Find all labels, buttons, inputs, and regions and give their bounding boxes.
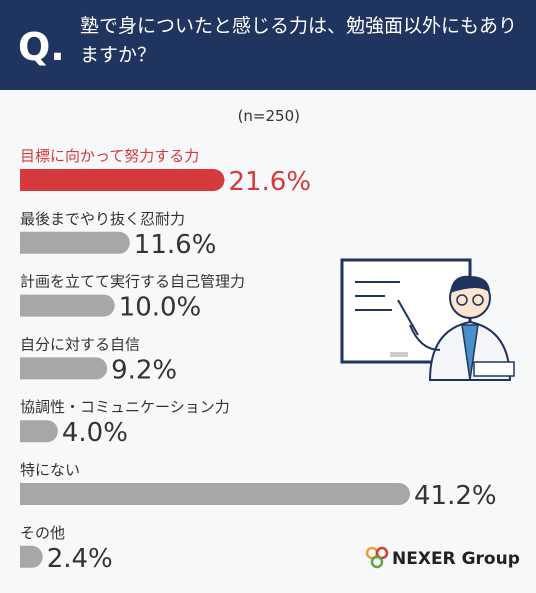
bar xyxy=(20,231,130,254)
value-label: 11.6% xyxy=(134,230,217,260)
value-label: 4.0% xyxy=(62,418,128,448)
question-mark: Q. xyxy=(18,25,65,69)
illustration xyxy=(340,258,515,381)
bar xyxy=(20,545,43,568)
bar xyxy=(20,294,115,317)
category-label: その他 xyxy=(20,524,65,542)
value-label: 41.2% xyxy=(414,481,497,511)
bar xyxy=(20,483,410,505)
value-label: 21.6% xyxy=(228,167,311,197)
bar xyxy=(20,420,58,443)
value-label: 10.0% xyxy=(119,293,202,323)
category-label: 協調性・コミュニケーション力 xyxy=(20,398,230,416)
header xyxy=(0,0,536,90)
category-label: 最後までやり抜く忍耐力 xyxy=(20,210,185,228)
bar xyxy=(20,357,108,380)
category-label: 目標に向かって努力する力 xyxy=(20,147,199,165)
bar xyxy=(20,169,225,191)
chart-title: 塾で身についたと感じる力は、勉強面以外にもありますか？ xyxy=(80,15,518,66)
category-label: 計画を立てて実行する自己管理力 xyxy=(20,273,245,291)
category-label: 自分に対する自信 xyxy=(20,335,140,353)
category-label: 特にない xyxy=(20,461,80,479)
logo: NEXER Group xyxy=(392,549,520,569)
logo-icon xyxy=(365,546,389,569)
value-label: 2.4% xyxy=(47,544,113,574)
sample-size: (n=250) xyxy=(238,107,300,125)
value-label: 9.2% xyxy=(111,355,177,385)
title-box: 塾で身についたと感じる力は、勉強面以外にもありますか？ xyxy=(80,15,518,66)
